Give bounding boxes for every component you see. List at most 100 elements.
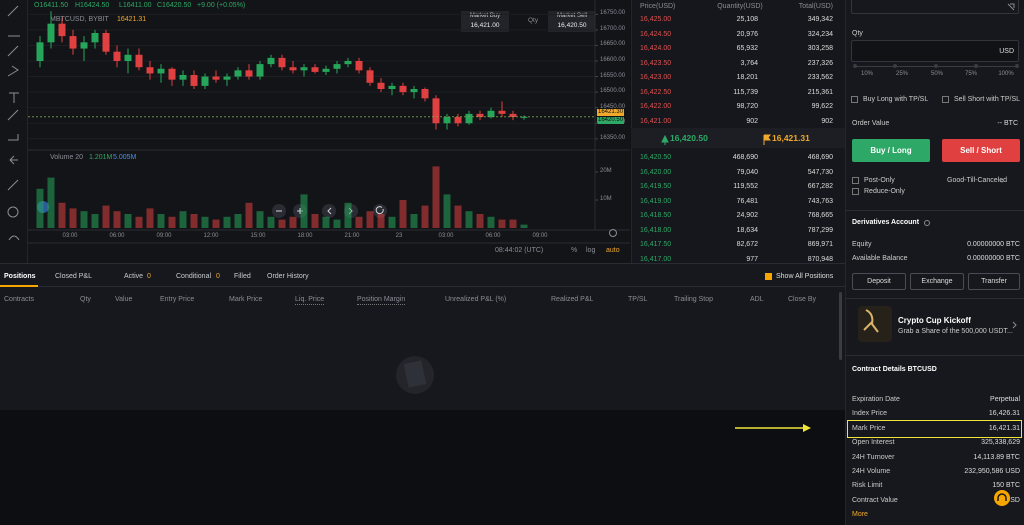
chart-control-glyphs[interactable] [276, 206, 384, 215]
column-header: TP/SL [628, 296, 648, 303]
label: MBTCUSD, BYBIT [50, 16, 109, 23]
volume-bar [289, 216, 297, 228]
label: Order Value [852, 120, 890, 127]
label[interactable]: log [586, 247, 596, 254]
support-icon[interactable] [994, 490, 1010, 506]
label: C16420.50 [157, 2, 192, 9]
candle-body [168, 68, 176, 80]
tab[interactable]: Active [124, 273, 144, 280]
total: 237,326 [807, 59, 833, 67]
sell-button[interactable] [942, 139, 1020, 162]
eye-icon[interactable] [924, 220, 930, 226]
volume-bar [179, 211, 187, 228]
price: 16,419.00 [640, 197, 672, 205]
button-label[interactable]: Transfer [981, 278, 1007, 285]
deposit-button[interactable] [852, 273, 906, 290]
volume-bar [245, 202, 253, 228]
label[interactable]: auto [606, 247, 620, 254]
tab[interactable]: Order History [267, 273, 309, 280]
label: 1 USD [999, 496, 1020, 504]
label[interactable]: Reduce-Only [864, 188, 905, 195]
dropdown-caret[interactable] [999, 179, 1005, 183]
y-tick-label: 20M [600, 168, 612, 174]
total: 349,342 [807, 16, 833, 23]
label[interactable]: 10% [860, 71, 874, 77]
quantity: 98,720 [736, 103, 758, 110]
candle-body [399, 85, 407, 93]
label[interactable]: Market Sell [556, 13, 588, 19]
button-label[interactable]: Deposit [867, 278, 891, 285]
market-buy-box[interactable] [461, 11, 509, 32]
qty-input[interactable] [851, 40, 1019, 62]
volume-bar [487, 216, 495, 228]
volume-bar [355, 216, 363, 228]
slider-dots[interactable] [853, 64, 1019, 68]
input-icon[interactable] [1007, 3, 1015, 11]
column-header: Close By [788, 296, 817, 303]
label[interactable]: Good-Till-Canceled [947, 177, 1008, 184]
total: 303,258 [807, 45, 833, 52]
label[interactable]: More [852, 511, 868, 518]
y-tick-label: 16450.00 [600, 103, 626, 110]
checkbox[interactable] [851, 96, 858, 103]
total: 743,763 [807, 197, 833, 205]
promo-icon[interactable] [858, 306, 892, 342]
settings-icon[interactable] [609, 229, 617, 237]
label[interactable]: Buy Long with TP/SL [863, 96, 929, 103]
label[interactable]: Show All Positions [776, 273, 834, 280]
column-header: Qty [80, 296, 91, 303]
tab[interactable]: Positions [4, 273, 36, 280]
input-box[interactable] [851, 0, 1019, 14]
x-tick-label: 18:00 [297, 233, 313, 239]
label[interactable]: Market Buy [469, 13, 501, 19]
quantity: 82,672 [736, 241, 758, 248]
candle-body [344, 61, 352, 65]
label[interactable]: 50% [930, 71, 944, 77]
checkbox[interactable] [852, 177, 859, 184]
checkbox[interactable] [942, 96, 949, 103]
chevron[interactable] [1012, 321, 1017, 329]
candle-body [124, 54, 132, 61]
tab-count[interactable]: 0 [216, 273, 220, 280]
label: 16,426.31 [988, 410, 1020, 418]
market-sell-box[interactable] [548, 11, 595, 32]
label[interactable]: 16,420.50 [557, 22, 587, 29]
volume-bar [498, 219, 506, 228]
label[interactable]: 25% [895, 71, 909, 77]
tab-count[interactable]: 0 [147, 273, 151, 280]
label: 16421.31 [117, 16, 147, 23]
checkbox[interactable] [852, 188, 859, 195]
candle-body [465, 113, 473, 124]
label[interactable]: % [571, 247, 578, 254]
candle-body [333, 64, 341, 69]
label[interactable]: Post-Only [864, 177, 895, 184]
label[interactable]: 75% [964, 71, 978, 77]
label[interactable]: Sell / Short [960, 146, 1002, 155]
candle-body [443, 117, 451, 124]
label: 16,421.31 [988, 424, 1020, 432]
transfer-button[interactable] [968, 273, 1020, 290]
volume-bar [333, 219, 341, 228]
candle-body [47, 23, 55, 43]
show-all-checkbox[interactable] [765, 273, 772, 280]
price: 16,422.50 [640, 88, 672, 96]
exchange-button[interactable] [910, 273, 964, 290]
tab[interactable]: Filled [234, 273, 251, 280]
button-label[interactable]: Exchange [921, 278, 953, 285]
volume-bar [377, 214, 385, 228]
label[interactable]: 100% [998, 71, 1014, 77]
label[interactable]: 16,421.00 [470, 22, 500, 29]
label[interactable]: Buy / Long [870, 146, 912, 155]
tab[interactable]: Closed P&L [55, 273, 92, 280]
buy-button[interactable] [852, 139, 930, 162]
label: 16,420.50 [670, 133, 708, 143]
total: 547,730 [807, 168, 833, 176]
label[interactable]: Sell Short with TP/SL [954, 96, 1021, 103]
tab[interactable]: Conditional [176, 273, 212, 280]
y-tick-label: 16550.00 [600, 72, 626, 79]
quantity: 119,552 [733, 183, 758, 190]
total: 787,299 [807, 226, 833, 234]
x-tick-label: 23 [395, 233, 403, 239]
